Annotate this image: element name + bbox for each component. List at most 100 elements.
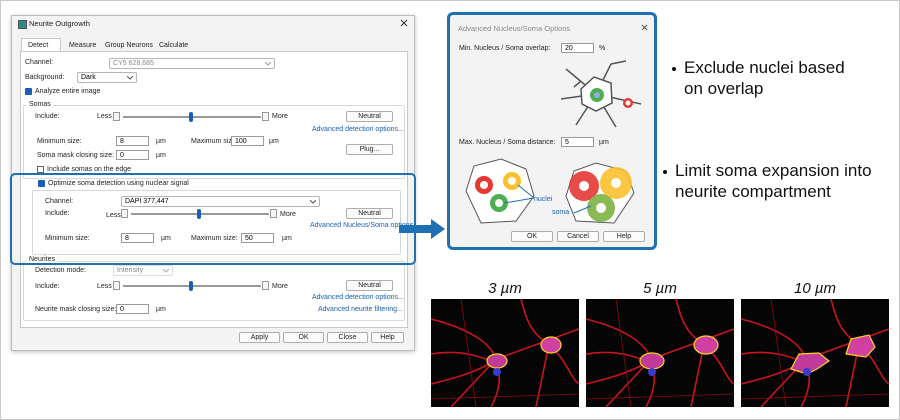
- unit: %: [599, 45, 606, 52]
- input[interactable]: 5: [561, 137, 594, 147]
- checkbox-label: Analyze entire image: [35, 88, 101, 95]
- apply-button[interactable]: Apply: [239, 332, 280, 343]
- channel-dropdown[interactable]: DAPI 377,447: [121, 196, 320, 207]
- distance-illustration: [465, 158, 635, 224]
- checkbox[interactable]: [25, 88, 32, 95]
- tab[interactable]: Group Neurons: [105, 42, 153, 49]
- label: Min. Nucleus / Soma overlap:: [459, 45, 551, 52]
- slider-thumb[interactable]: [197, 209, 201, 219]
- nuclei-label: nuclei: [534, 196, 553, 203]
- neuron-illustration: [560, 60, 642, 128]
- bullet-dot: [663, 170, 667, 174]
- label: More: [272, 283, 288, 290]
- image: [585, 299, 735, 407]
- value: Dark: [81, 74, 96, 81]
- unit: µm: [599, 139, 609, 146]
- tab[interactable]: Detect: [28, 42, 49, 49]
- link[interactable]: Advanced detection options...: [312, 126, 404, 133]
- input[interactable]: 0: [116, 304, 149, 314]
- mode-dropdown[interactable]: Intensity: [113, 265, 173, 276]
- plus-button[interactable]: [262, 112, 269, 121]
- label: Background:: [25, 74, 65, 81]
- image-caption: 10 µm: [794, 280, 836, 297]
- close-icon[interactable]: [641, 24, 648, 31]
- label: Less: [106, 212, 121, 219]
- neurites-group: [23, 261, 405, 321]
- checkbox[interactable]: [38, 180, 45, 187]
- tab[interactable]: Calculate: [159, 42, 189, 49]
- ok-button[interactable]: OK: [283, 332, 324, 343]
- cancel-button[interactable]: Cancel: [557, 231, 599, 242]
- input[interactable]: 20: [561, 43, 594, 53]
- help-button[interactable]: Help: [603, 231, 645, 242]
- input[interactable]: 0: [116, 150, 149, 160]
- label: Less: [97, 113, 112, 120]
- bullet: Limit soma expansion into neurite compar…: [675, 161, 872, 201]
- input[interactable]: 50: [241, 233, 274, 243]
- link[interactable]: Advanced neurite filtering...: [318, 306, 403, 313]
- label: Channel:: [45, 198, 74, 205]
- value: CY5 628,685: [113, 60, 154, 67]
- neutral-button[interactable]: Neutral: [346, 280, 393, 291]
- unit: µm: [161, 235, 171, 242]
- close-button[interactable]: Close: [327, 332, 368, 343]
- label: Maximum size:: [191, 138, 238, 145]
- checkbox-label: Include somas on the edge: [47, 166, 132, 173]
- label: Include:: [35, 113, 60, 120]
- image: [431, 299, 580, 407]
- neutral-button[interactable]: Neutral: [346, 111, 393, 122]
- label: Channel:: [25, 59, 54, 66]
- channel-dropdown[interactable]: CY5 628,685: [109, 58, 275, 69]
- tab[interactable]: Measure: [69, 42, 97, 49]
- minus-button[interactable]: [121, 209, 128, 218]
- somas-group: [23, 105, 405, 179]
- slider-thumb[interactable]: [189, 112, 193, 122]
- image: [740, 299, 890, 407]
- unit: µm: [269, 138, 279, 145]
- bullet: Exclude nuclei based on overlap: [684, 58, 845, 98]
- label: Include:: [35, 283, 60, 290]
- tab-panel: [20, 51, 408, 328]
- input[interactable]: 100: [231, 136, 264, 146]
- value: DAPI 377,447: [125, 198, 169, 205]
- checkbox[interactable]: [37, 166, 44, 173]
- neutral-button[interactable]: Neutral: [346, 208, 393, 219]
- plus-button[interactable]: [262, 281, 269, 290]
- chevron: [163, 269, 169, 273]
- minus-button[interactable]: [113, 112, 120, 121]
- minus-button[interactable]: [113, 281, 120, 290]
- help-button[interactable]: Help: [371, 332, 404, 343]
- input[interactable]: 8: [116, 136, 149, 146]
- label: Minimum size:: [45, 235, 90, 242]
- image-caption: 5 µm: [643, 280, 677, 297]
- label: Include:: [45, 210, 70, 217]
- microscopy-images: [431, 299, 890, 407]
- close-icon[interactable]: [400, 19, 408, 27]
- label: Less: [97, 283, 112, 290]
- plug-button[interactable]: Plug...: [346, 144, 393, 155]
- label: More: [272, 113, 288, 120]
- link[interactable]: Advanced Nucleus/Soma options...: [310, 222, 419, 229]
- highlight-box: [10, 173, 416, 265]
- app-icon: [18, 20, 27, 29]
- chevron: [310, 200, 316, 204]
- dialog-title: Neurite Outgrowth: [29, 19, 90, 28]
- unit: µm: [156, 306, 166, 313]
- plus-button[interactable]: [270, 209, 277, 218]
- active-tab[interactable]: [21, 38, 61, 52]
- image-caption: 3 µm: [488, 280, 522, 297]
- chevron: [265, 62, 271, 66]
- unit: µm: [282, 235, 292, 242]
- link[interactable]: Advanced detection options...: [312, 294, 404, 301]
- background-dropdown[interactable]: Dark: [77, 72, 137, 83]
- input[interactable]: 8: [121, 233, 154, 243]
- ok-button[interactable]: OK: [511, 231, 553, 242]
- chevron: [127, 76, 133, 80]
- unit: µm: [156, 152, 166, 159]
- slider-thumb[interactable]: [189, 281, 193, 291]
- bullet-dot: [672, 67, 676, 71]
- label: Max. Nucleus / Soma distance:: [459, 139, 556, 146]
- label: Neurite mask closing size:: [35, 306, 117, 313]
- label: Detection mode:: [35, 267, 86, 274]
